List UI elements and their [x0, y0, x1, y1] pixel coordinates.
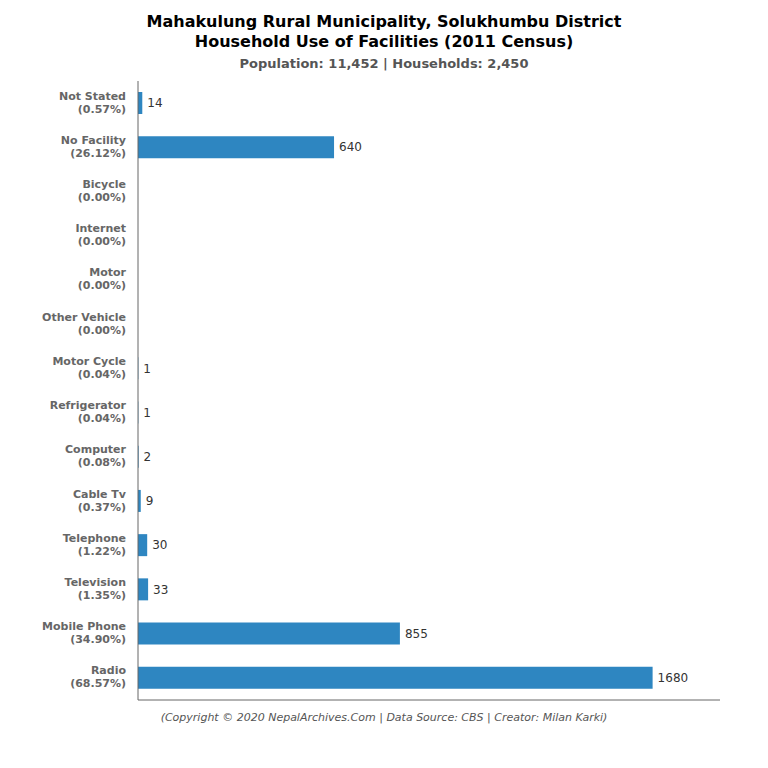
- svg-text:Internet(0.00%): Internet(0.00%): [75, 222, 126, 248]
- svg-text:14: 14: [147, 96, 162, 110]
- svg-text:Computer(0.08%): Computer(0.08%): [65, 443, 127, 469]
- svg-text:Motor Cycle(0.04%): Motor Cycle(0.04%): [52, 355, 126, 381]
- svg-text:855: 855: [405, 627, 428, 641]
- svg-text:Radio(68.57%): Radio(68.57%): [70, 664, 126, 690]
- svg-text:1: 1: [143, 362, 151, 376]
- svg-text:Other Vehicle(0.00%): Other Vehicle(0.00%): [42, 311, 126, 337]
- svg-text:Telephone(1.22%): Telephone(1.22%): [63, 532, 126, 558]
- svg-text:No Facility(26.12%): No Facility(26.12%): [61, 134, 126, 160]
- svg-text:Refrigerator(0.04%): Refrigerator(0.04%): [50, 399, 127, 425]
- svg-text:9: 9: [146, 494, 154, 508]
- html-text:Mahakulung Rural Municipality,: Mahakulung Rural Municipality, Solukhumb…: [146, 12, 622, 51]
- svg-text:Bicycle(0.00%): Bicycle(0.00%): [78, 178, 126, 204]
- svg-text:Motor(0.00%): Motor(0.00%): [78, 266, 127, 292]
- svg-text:Mobile Phone(34.90%): Mobile Phone(34.90%): [42, 620, 126, 646]
- html-text:Population: 11,452 | Household: Population: 11,452 | Households: 2,450: [239, 56, 529, 71]
- svg-text:640: 640: [339, 140, 362, 154]
- svg-text:1: 1: [143, 406, 151, 420]
- svg-text:Cable Tv(0.37%): Cable Tv(0.37%): [73, 488, 127, 514]
- svg-text:Television(1.35%): Television(1.35%): [65, 576, 126, 602]
- svg-text:30: 30: [152, 538, 167, 552]
- svg-text:33: 33: [153, 583, 168, 597]
- html-text:(Copyright © 2020 NepalArchive: (Copyright © 2020 NepalArchives.Com | Da…: [160, 711, 608, 724]
- svg-text:1680: 1680: [658, 671, 689, 685]
- svg-text:2: 2: [144, 450, 152, 464]
- svg-text:Not Stated(0.57%): Not Stated(0.57%): [59, 90, 126, 116]
